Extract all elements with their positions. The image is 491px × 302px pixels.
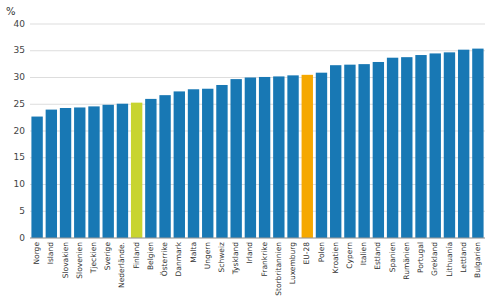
x-tick-label: Österrike [160,242,169,277]
x-tick-label: Slovakien [61,242,70,279]
x-tick-label: Spanien [388,242,397,273]
x-tick-label: Rumänien [402,242,411,280]
x-tick-label: Belgien [146,242,155,270]
bar [401,57,412,238]
x-tick-label: Frankrike [260,242,269,277]
x-tick-label: Nederlände. [117,242,126,288]
bar [430,53,441,238]
y-tick-label: 10 [14,179,26,189]
x-tick-label: Kroatien [331,242,340,274]
bar [74,107,85,238]
bar [188,89,199,238]
bar [60,108,71,238]
bar [273,76,284,238]
bar [458,50,469,238]
x-tick-label: Danmark [174,241,183,276]
y-tick-label: 15 [14,152,25,162]
bar [131,103,142,238]
x-tick-label: Luxemburg [288,242,297,284]
y-tick-label: 40 [14,19,26,29]
bar [373,62,384,238]
bars [31,49,483,238]
x-tick-label: Finland [132,242,141,269]
x-tick-label: Norge [32,242,41,265]
bar [245,78,256,239]
bar [344,65,355,238]
bar [287,75,298,238]
grid-line [30,50,485,51]
x-tick-label: Slovenien [75,242,84,279]
bar [444,52,455,238]
x-tick-label: Island [46,242,55,265]
bar [159,95,170,238]
x-tick-label: Grekland [430,242,439,276]
x-tick-label: Ungern [203,242,212,270]
y-tick-label: 20 [14,126,26,136]
x-tick-label: EU-28 [302,242,311,265]
x-tick-label: Polen [317,242,326,263]
x-axis: Norge Island Slovakien Slovenien Tjeckien Sve… [32,241,482,295]
chart-container: 0 5 10 15 20 25 30 35 40 Norge Island Slovakien Slov… [0,0,491,302]
y-tick-label: 0 [19,233,25,243]
x-tick-label: Italien [359,242,368,266]
bar [88,106,99,238]
grid-line [30,238,485,239]
y-axis: 0 5 10 15 20 25 30 35 40 [14,19,26,243]
x-tick-label: Tjeckien [89,242,98,274]
y-axis-label: % [6,6,16,17]
grid [30,24,485,238]
x-tick-label: Estland [373,242,382,270]
bar [46,110,57,238]
bar [415,55,426,238]
y-tick-label: 5 [19,206,25,216]
bar [145,99,156,238]
bar [202,89,213,238]
x-axis-line [30,238,485,239]
bar [216,85,227,238]
bar [174,91,185,238]
bar [103,105,114,238]
chart: 0 5 10 15 20 25 30 35 40 Norge Island Slovakien Slov… [0,0,491,302]
grid-line [30,24,485,25]
x-tick-label: Bulgarien [473,242,482,278]
y-tick-label: 30 [14,72,26,82]
x-tick-label: Irland [245,242,254,264]
bar [230,79,241,238]
x-tick-label: Malta [189,242,198,263]
bar [472,49,483,238]
x-tick-label: Sverige [103,242,112,271]
bar [302,75,313,238]
bar [358,64,369,238]
x-tick-label: Schweiz [217,242,226,272]
x-tick-label: Portugal [416,242,425,273]
bar [259,77,270,238]
y-tick-label: 25 [14,99,25,109]
x-tick-label: Storbritannien [274,242,283,296]
x-tick-label: Lithuanía [445,242,454,277]
bar [117,104,128,238]
bar [387,58,398,238]
y-tick-label: 35 [14,45,25,55]
bar [330,65,341,238]
x-tick-label: Tyskland [231,242,240,276]
x-tick-label: Cypern [345,242,354,269]
x-tick-label: Lettland [459,242,468,273]
bar [316,73,327,238]
bar [31,117,42,238]
